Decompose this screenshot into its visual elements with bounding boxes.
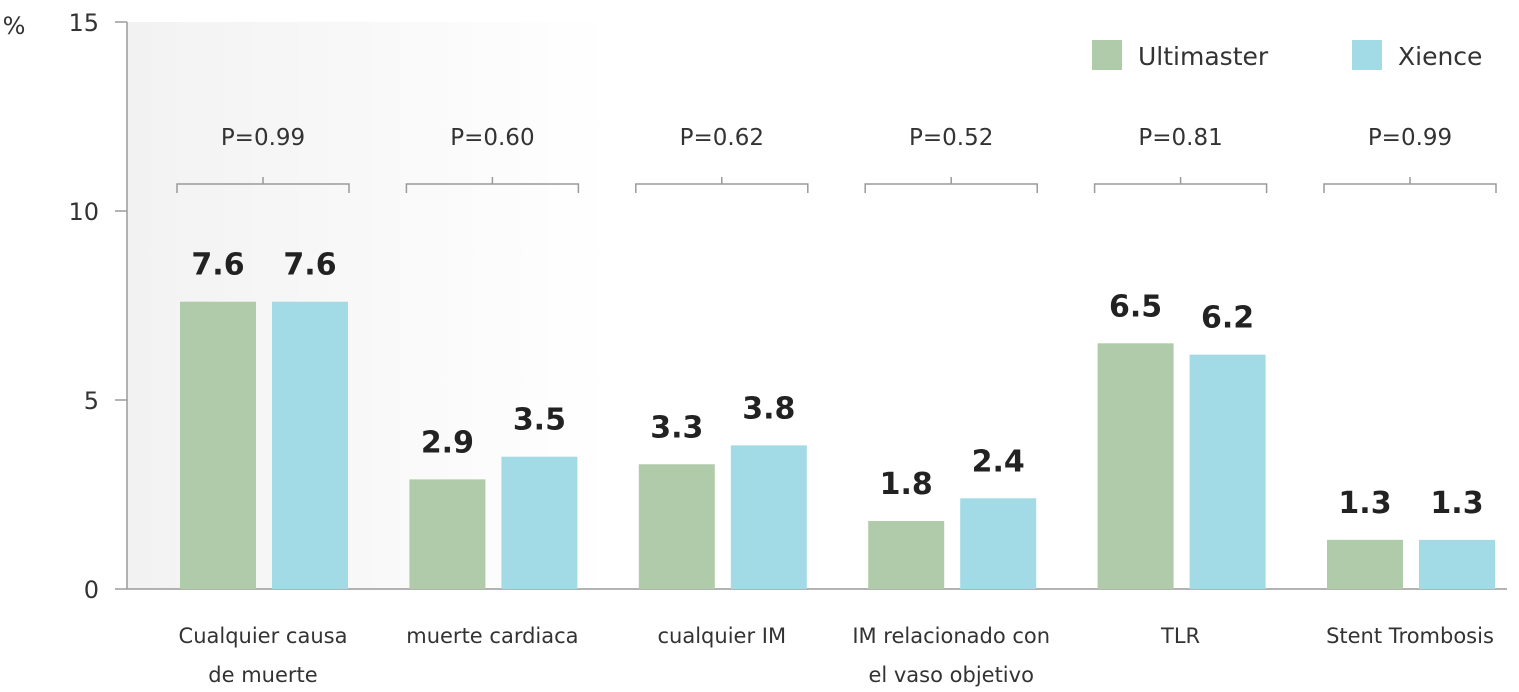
data-label: 2.9 bbox=[421, 425, 474, 460]
p-value-label: P=0.60 bbox=[450, 125, 534, 151]
bar-ultimaster bbox=[638, 464, 715, 589]
bar-xience bbox=[501, 456, 578, 589]
p-value-label: P=0.62 bbox=[680, 125, 764, 151]
x-tick-label: TLR bbox=[1160, 624, 1200, 648]
data-label: 3.8 bbox=[742, 391, 795, 426]
bar-xience bbox=[272, 301, 348, 589]
data-label: 7.6 bbox=[283, 248, 336, 283]
p-value-bracket bbox=[176, 177, 350, 193]
data-label: 2.4 bbox=[972, 444, 1025, 479]
y-tick-label: 15 bbox=[68, 9, 99, 37]
legend-swatch-ultimaster bbox=[1092, 40, 1122, 70]
y-axis-unit: % bbox=[3, 12, 26, 40]
bar-ultimaster bbox=[1097, 343, 1174, 589]
data-label: 3.5 bbox=[513, 403, 566, 438]
legend-label: Ultimaster bbox=[1138, 42, 1269, 71]
x-tick-label: Stent Trombosis bbox=[1326, 624, 1494, 648]
y-tick-label: 5 bbox=[84, 387, 99, 415]
p-value-bracket bbox=[864, 177, 1038, 193]
x-tick-label: IM relacionado con bbox=[852, 624, 1050, 648]
x-tick-label: Cualquier causa bbox=[179, 624, 348, 648]
p-value-bracket bbox=[1093, 177, 1268, 193]
p-value-label: P=0.99 bbox=[1368, 125, 1452, 151]
data-label: 6.5 bbox=[1109, 289, 1162, 324]
p-value-label: P=0.81 bbox=[1138, 125, 1222, 151]
bar-ultimaster bbox=[409, 479, 486, 589]
legend-swatch-xience bbox=[1352, 40, 1382, 70]
p-value-label: P=0.52 bbox=[909, 125, 993, 151]
bar-xience bbox=[1419, 539, 1495, 589]
data-label: 3.3 bbox=[650, 410, 703, 445]
bar-xience bbox=[1189, 354, 1266, 589]
data-label: 1.3 bbox=[1338, 486, 1391, 521]
bar-ultimaster bbox=[180, 301, 256, 589]
x-tick-label: cualquier IM bbox=[658, 624, 787, 648]
p-value-brackets: P=0.99 P=0.60 P=0.62 P=0.52 P=0.81 P=0.99 bbox=[176, 125, 1497, 193]
legend-label: Xience bbox=[1398, 42, 1482, 71]
y-tick-label: 10 bbox=[68, 198, 99, 226]
plot-background bbox=[127, 22, 1507, 589]
bar-ultimaster bbox=[1327, 539, 1403, 589]
data-label: 1.3 bbox=[1430, 486, 1483, 521]
legend: Ultimaster Xience bbox=[1092, 40, 1482, 71]
data-label: 1.8 bbox=[880, 467, 933, 502]
data-label: 7.6 bbox=[191, 248, 244, 283]
bar-xience bbox=[960, 498, 1037, 589]
data-label: 6.2 bbox=[1201, 301, 1254, 336]
x-tick-label: de muerte bbox=[208, 663, 317, 687]
p-value-label: P=0.99 bbox=[221, 125, 305, 151]
p-value-bracket bbox=[635, 177, 809, 193]
bars: 7.6 7.6 2.9 3.5 3.3 3.8 1.8 2.4 6.5 6.2 1.3 1.3 bbox=[180, 248, 1495, 589]
p-value-bracket bbox=[1323, 177, 1497, 193]
x-tick-label: el vaso objetivo bbox=[868, 663, 1033, 687]
category-labels: Cualquier causa de muerte muerte cardiaca c… bbox=[179, 624, 1494, 687]
bar-xience bbox=[730, 445, 807, 589]
y-tick-label: 0 bbox=[84, 576, 99, 604]
y-axis: 0 5 10 15 bbox=[68, 9, 1507, 604]
x-tick-label: muerte cardiaca bbox=[406, 624, 578, 648]
p-value-bracket bbox=[405, 177, 580, 193]
bar-ultimaster bbox=[868, 520, 945, 589]
